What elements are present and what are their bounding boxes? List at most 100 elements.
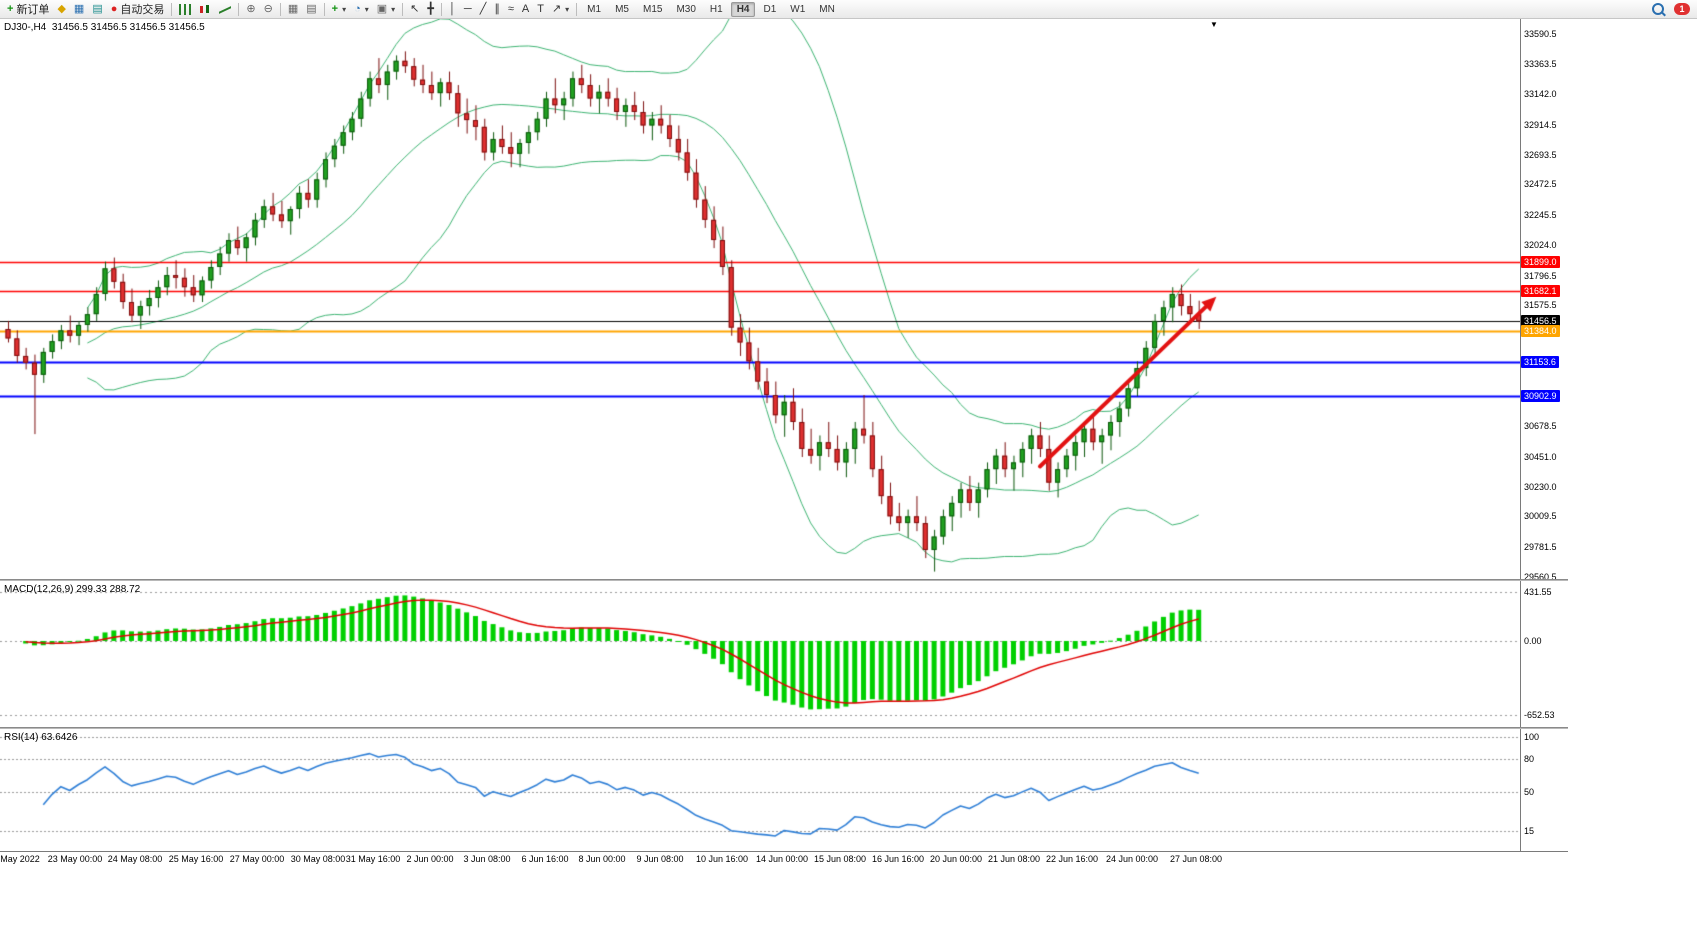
- toolbar-separator: [402, 2, 404, 16]
- zoom-out-icon: ⊖: [263, 2, 273, 15]
- time-axis[interactable]: May 2022 23 May 00:00 24 May 08:00 25 May 1…: [0, 851, 1568, 867]
- notification-badge[interactable]: 1: [1674, 3, 1690, 15]
- price-chart-canvas[interactable]: [0, 19, 1520, 579]
- toolbar-right-group: 1: [1648, 0, 1694, 19]
- crosshair-button[interactable]: ╋: [423, 0, 438, 19]
- indicators-button[interactable]: + ▾: [328, 0, 350, 19]
- chart-ohlc-label: DJ30-,H4 31456.5 31456.5 31456.5 31456.5: [4, 22, 205, 33]
- channel-tool-button[interactable]: ∥: [490, 0, 504, 19]
- arrows-tool-button[interactable]: ↗ ▾: [548, 0, 573, 19]
- bars-chart-button[interactable]: [175, 0, 195, 19]
- cursor-icon: ↖: [410, 2, 420, 15]
- horizontal-line-icon: ─: [463, 2, 472, 15]
- rsi-axis[interactable]: 100 80 50 15: [1520, 729, 1568, 851]
- time-tick: 3 Jun 08:00: [463, 854, 511, 864]
- pane-separator[interactable]: [0, 727, 1568, 729]
- cascade-windows-button[interactable]: ▤: [302, 0, 320, 19]
- label-tool-button[interactable]: T: [533, 0, 548, 19]
- toolbar-separator: [171, 2, 173, 16]
- data-window-icon: ▤: [92, 2, 103, 15]
- new-order-label: 新订单: [16, 4, 50, 16]
- macd-label: MACD(12,26,9) 299.33 288.72: [4, 584, 141, 595]
- timeframe-button-MN[interactable]: MN: [819, 3, 835, 15]
- price-axis[interactable]: 33590.5 33363.5 33142.0 32914.5 32693.5 32472…: [1520, 19, 1568, 582]
- tile-windows-button[interactable]: ▦: [284, 0, 302, 19]
- timeframe-button-D1[interactable]: D1: [763, 3, 777, 15]
- rsi-pane: RSI(14) 63.6426: [0, 729, 1520, 851]
- time-tick: 25 May 16:00: [168, 854, 224, 864]
- trendline-icon: ╱: [479, 2, 487, 15]
- timeframe-button-M15[interactable]: M15: [642, 3, 663, 15]
- cursor-button[interactable]: ↖: [406, 0, 423, 19]
- price-level-badge: 31899.0: [1521, 255, 1560, 268]
- rsi-indicator-canvas[interactable]: [0, 729, 1520, 851]
- time-tick: 30 May 08:00: [290, 854, 346, 864]
- price-tick: 30009.5: [1524, 511, 1557, 522]
- price-tick: 31575.5: [1524, 300, 1557, 311]
- time-tick: 21 Jun 08:00: [987, 854, 1041, 864]
- rsi-tick: 80: [1524, 753, 1535, 764]
- price-tick: 30451.0: [1524, 451, 1557, 462]
- timeframe-button-H1[interactable]: H1: [709, 3, 723, 15]
- time-tick: 16 Jun 16:00: [871, 854, 925, 864]
- macd-indicator-canvas[interactable]: [0, 581, 1520, 727]
- price-tick: 33142.0: [1524, 89, 1557, 100]
- new-order-button[interactable]: + 新订单: [3, 0, 53, 19]
- vline-tool-button[interactable]: │: [445, 0, 460, 19]
- time-tick: 2 Jun 00:00: [406, 854, 454, 864]
- zoom-in-icon: ⊕: [246, 2, 256, 15]
- autotrade-button[interactable]: ● 自动交易: [107, 0, 169, 19]
- periods-button[interactable]: ◔ ▾: [350, 0, 373, 19]
- fibonacci-tool-button[interactable]: ≈: [504, 0, 518, 19]
- price-level-badge: 31384.0: [1521, 325, 1560, 338]
- price-tick: 29781.5: [1524, 542, 1557, 553]
- zoom-in-button[interactable]: ⊕: [242, 0, 259, 19]
- price-level-badge: 31153.6: [1521, 356, 1559, 369]
- hline-tool-button[interactable]: ─: [460, 0, 476, 19]
- price-tick: 33590.5: [1524, 28, 1557, 39]
- price-tick: 30230.0: [1524, 481, 1557, 492]
- zoom-out-button[interactable]: ⊖: [260, 0, 277, 19]
- trendline-tool-button[interactable]: ╱: [476, 0, 491, 19]
- rsi-tick: 50: [1524, 787, 1535, 798]
- market-watch-button[interactable]: ▦: [70, 0, 88, 19]
- timeframe-button-W1[interactable]: W1: [790, 3, 806, 15]
- chart-shift-marker[interactable]: ▼: [1210, 20, 1218, 29]
- price-tick: 32914.5: [1524, 119, 1557, 130]
- search-icon: [1652, 3, 1664, 15]
- templates-button[interactable]: ▣ ▾: [373, 0, 399, 19]
- pane-separator[interactable]: [0, 579, 1568, 581]
- metaeditor-icon: ◆: [57, 2, 66, 15]
- time-tick: 22 Jun 16:00: [1045, 854, 1099, 864]
- timeframe-button-M30[interactable]: M30: [676, 3, 696, 15]
- data-window-button[interactable]: ▤: [88, 0, 106, 19]
- time-tick: 27 Jun 08:00: [1169, 854, 1223, 864]
- macd-axis[interactable]: 431.55 0.00 -652.53: [1520, 581, 1568, 727]
- macd-tick: -652.53: [1524, 709, 1555, 720]
- crosshair-icon: ╋: [427, 2, 435, 15]
- fibonacci-icon: ≈: [507, 2, 514, 15]
- macd-pane: MACD(12,26,9) 299.33 288.72: [0, 581, 1520, 727]
- time-tick: 20 Jun 00:00: [929, 854, 983, 864]
- time-tick: 24 Jun 00:00: [1105, 854, 1159, 864]
- price-level-badge: 31682.1: [1521, 284, 1560, 297]
- macd-tick: 431.55: [1524, 587, 1552, 598]
- timeframe-button-H4[interactable]: H4: [730, 1, 756, 17]
- search-button[interactable]: [1648, 0, 1668, 19]
- line-chart-button[interactable]: [215, 0, 235, 19]
- candles-chart-button[interactable]: [195, 0, 215, 19]
- timeframe-button-M1[interactable]: M1: [587, 3, 602, 15]
- ohlc-values: 31456.5 31456.5 31456.5 31456.5: [51, 22, 205, 33]
- new-order-icon: +: [7, 2, 14, 15]
- price-level-badge: 31456.5: [1521, 315, 1560, 328]
- time-tick: May 2022: [0, 854, 40, 864]
- price-tick: 32693.5: [1524, 149, 1557, 160]
- timeframe-group: M1 M5 M15 M30 H1 H4 D1 W1 MN: [580, 1, 842, 17]
- rsi-tick: 100: [1524, 731, 1540, 742]
- timeframe-button-M5[interactable]: M5: [615, 3, 629, 15]
- text-tool-button[interactable]: A: [518, 0, 533, 19]
- metaeditor-button[interactable]: ◆: [53, 0, 69, 19]
- price-tick: 32024.0: [1524, 239, 1557, 250]
- price-tick: 33363.5: [1524, 59, 1557, 70]
- time-tick: 10 Jun 16:00: [695, 854, 749, 864]
